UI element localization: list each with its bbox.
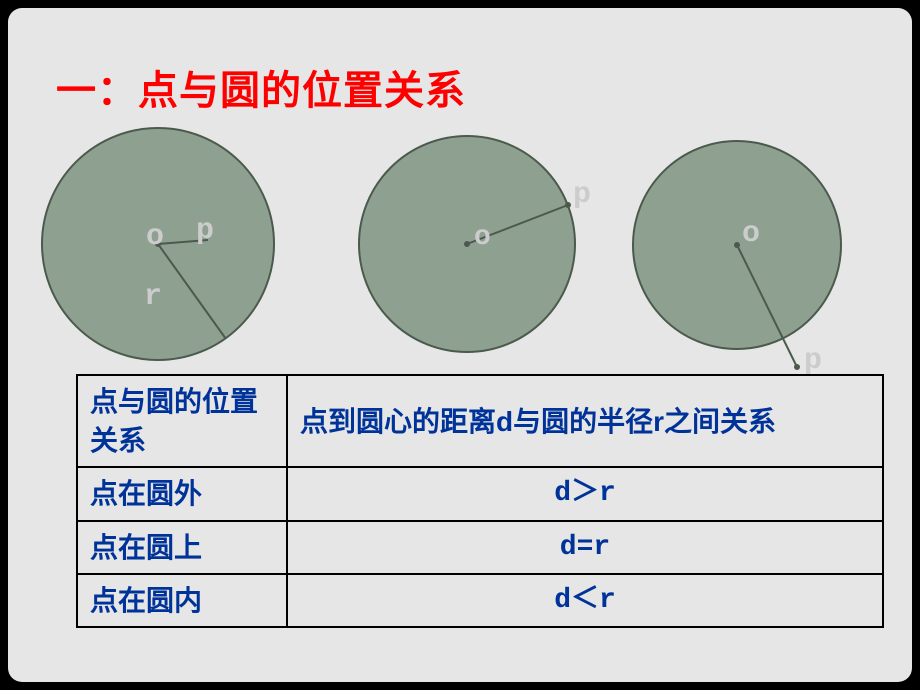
header-col1: 点与圆的位置关系 — [77, 375, 287, 467]
cell-rel-1: d=r — [287, 521, 883, 574]
section-title: 一：点与圆的位置关系 — [56, 58, 864, 116]
relation-table: 点与圆的位置关系 点到圆心的距离d与圆的半径r之间关系 点在圆外 d＞r 点在圆… — [76, 374, 884, 628]
circle-svg-1 — [38, 124, 278, 364]
cell-rel-2: d＜r — [287, 574, 883, 627]
cell-pos-0: 点在圆外 — [77, 467, 287, 520]
circle-svg-2 — [355, 132, 580, 357]
cell-rel-0: d＞r — [287, 467, 883, 520]
circle-diagram-on: o p — [355, 132, 580, 357]
table-row: 点在圆外 d＞r — [77, 467, 883, 520]
diagram-row: o p r o p o p — [56, 134, 864, 374]
cell-pos-1: 点在圆上 — [77, 521, 287, 574]
table-row: 点在圆内 d＜r — [77, 574, 883, 627]
circle-svg-3 — [629, 137, 889, 397]
circle-diagram-outside: o p — [629, 137, 844, 352]
table-row: 点在圆上 d=r — [77, 521, 883, 574]
cell-pos-2: 点在圆内 — [77, 574, 287, 627]
slide-container: 一：点与圆的位置关系 o p r o p — [8, 8, 912, 682]
circle-diagram-inside: o p r — [38, 124, 278, 364]
